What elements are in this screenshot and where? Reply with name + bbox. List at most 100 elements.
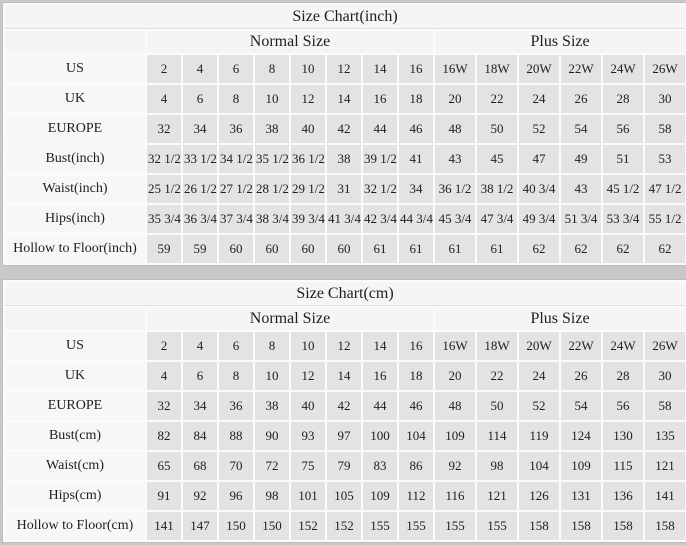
data-cell: 119: [519, 422, 559, 450]
data-cell: 36 3/4: [183, 205, 217, 233]
data-cell: 44: [363, 115, 397, 143]
data-cell: 26: [561, 85, 601, 113]
data-cell: 155: [399, 512, 433, 540]
data-cell: 8: [255, 55, 289, 83]
data-cell: 22: [477, 85, 517, 113]
data-cell: 41: [399, 145, 433, 173]
table-title-row: Size Chart(cm): [5, 282, 686, 306]
data-cell: 16: [399, 332, 433, 360]
data-cell: 30: [645, 362, 686, 390]
table-row: Waist(inch) 25 1/2 26 1/2 27 1/2 28 1/2 29 1/…: [5, 175, 686, 203]
data-cell: 20W: [519, 332, 559, 360]
data-cell: 98: [255, 482, 289, 510]
data-cell: 38: [255, 392, 289, 420]
data-cell: 141: [645, 482, 686, 510]
data-cell: 109: [561, 452, 601, 480]
table-row: Bust(inch) 32 1/2 33 1/2 34 1/2 35 1/2 36 1/2…: [5, 145, 686, 173]
data-cell: 53: [645, 145, 686, 173]
group-header-plus-size: Plus Size: [435, 31, 686, 53]
data-cell: 109: [363, 482, 397, 510]
data-cell: 4: [183, 332, 217, 360]
table-row: Bust(cm) 82 84 88 90 93 97 100 104 109 114 119 124 13…: [5, 422, 686, 450]
data-cell: 52: [519, 392, 559, 420]
row-label: Hollow to Floor(inch): [5, 235, 145, 263]
data-cell: 62: [561, 235, 601, 263]
data-cell: 131: [561, 482, 601, 510]
row-label: Hips(inch): [5, 205, 145, 233]
data-cell: 6: [219, 55, 253, 83]
data-cell: 43: [435, 145, 475, 173]
data-cell: 28: [603, 85, 643, 113]
data-cell: 12: [291, 362, 325, 390]
data-cell: 53 3/4: [603, 205, 643, 233]
data-cell: 32: [147, 115, 181, 143]
data-cell: 56: [603, 115, 643, 143]
row-label: Waist(cm): [5, 452, 145, 480]
data-cell: 155: [477, 512, 517, 540]
data-cell: 18: [399, 85, 433, 113]
data-cell: 20W: [519, 55, 559, 83]
data-cell: 26W: [645, 55, 686, 83]
data-cell: 8: [219, 85, 253, 113]
data-cell: 42: [327, 392, 361, 420]
data-cell: 34: [399, 175, 433, 203]
data-cell: 22W: [561, 332, 601, 360]
data-cell: 4: [147, 362, 181, 390]
column-group-row: Normal Size Plus Size: [5, 308, 686, 330]
data-cell: 104: [519, 452, 559, 480]
data-cell: 100: [363, 422, 397, 450]
table-title: Size Chart(cm): [5, 282, 686, 306]
data-cell: 47 3/4: [477, 205, 517, 233]
data-cell: 6: [183, 362, 217, 390]
table-row: Hollow to Floor(inch) 59 59 60 60 60 60 61 61 61 6…: [5, 235, 686, 263]
data-cell: 51: [603, 145, 643, 173]
row-label: US: [5, 55, 145, 83]
data-cell: 37 3/4: [219, 205, 253, 233]
data-cell: 28: [603, 362, 643, 390]
group-header-normal-size: Normal Size: [147, 308, 433, 330]
row-label: UK: [5, 85, 145, 113]
data-cell: 40 3/4: [519, 175, 559, 203]
data-cell: 150: [219, 512, 253, 540]
table-row: Hollow to Floor(cm) 141 147 150 150 152 152 155…: [5, 512, 686, 540]
data-cell: 93: [291, 422, 325, 450]
data-cell: 16: [363, 362, 397, 390]
data-cell: 109: [435, 422, 475, 450]
data-cell: 49 3/4: [519, 205, 559, 233]
table-row: EUROPE 32 34 36 38 40 42 44 46 48 50 52 54 56 58: [5, 392, 686, 420]
data-cell: 60: [327, 235, 361, 263]
data-cell: 2: [147, 332, 181, 360]
data-cell: 38: [255, 115, 289, 143]
data-cell: 38 1/2: [477, 175, 517, 203]
data-cell: 50: [477, 115, 517, 143]
column-group-row: Normal Size Plus Size: [5, 31, 686, 53]
table-row: Waist(cm) 65 68 70 72 75 79 83 86 92 98 104 109 115 12…: [5, 452, 686, 480]
data-cell: 92: [435, 452, 475, 480]
data-cell: 60: [219, 235, 253, 263]
row-label: Bust(cm): [5, 422, 145, 450]
row-label: US: [5, 332, 145, 360]
data-cell: 75: [291, 452, 325, 480]
data-cell: 112: [399, 482, 433, 510]
data-cell: 4: [147, 85, 181, 113]
data-cell: 33 1/2: [183, 145, 217, 173]
data-cell: 31: [327, 175, 361, 203]
data-cell: 126: [519, 482, 559, 510]
data-cell: 61: [435, 235, 475, 263]
data-cell: 44: [363, 392, 397, 420]
size-chart-table-inch: Size Chart(inch) Normal Size Plus Size US 2 4…: [2, 2, 686, 266]
data-cell: 8: [255, 332, 289, 360]
data-cell: 48: [435, 115, 475, 143]
data-cell: 25 1/2: [147, 175, 181, 203]
data-cell: 32 1/2: [147, 145, 181, 173]
data-cell: 8: [219, 362, 253, 390]
data-cell: 72: [255, 452, 289, 480]
row-label: EUROPE: [5, 115, 145, 143]
data-cell: 36: [219, 115, 253, 143]
data-cell: 158: [519, 512, 559, 540]
data-cell: 2: [147, 55, 181, 83]
data-cell: 52: [519, 115, 559, 143]
data-cell: 6: [219, 332, 253, 360]
